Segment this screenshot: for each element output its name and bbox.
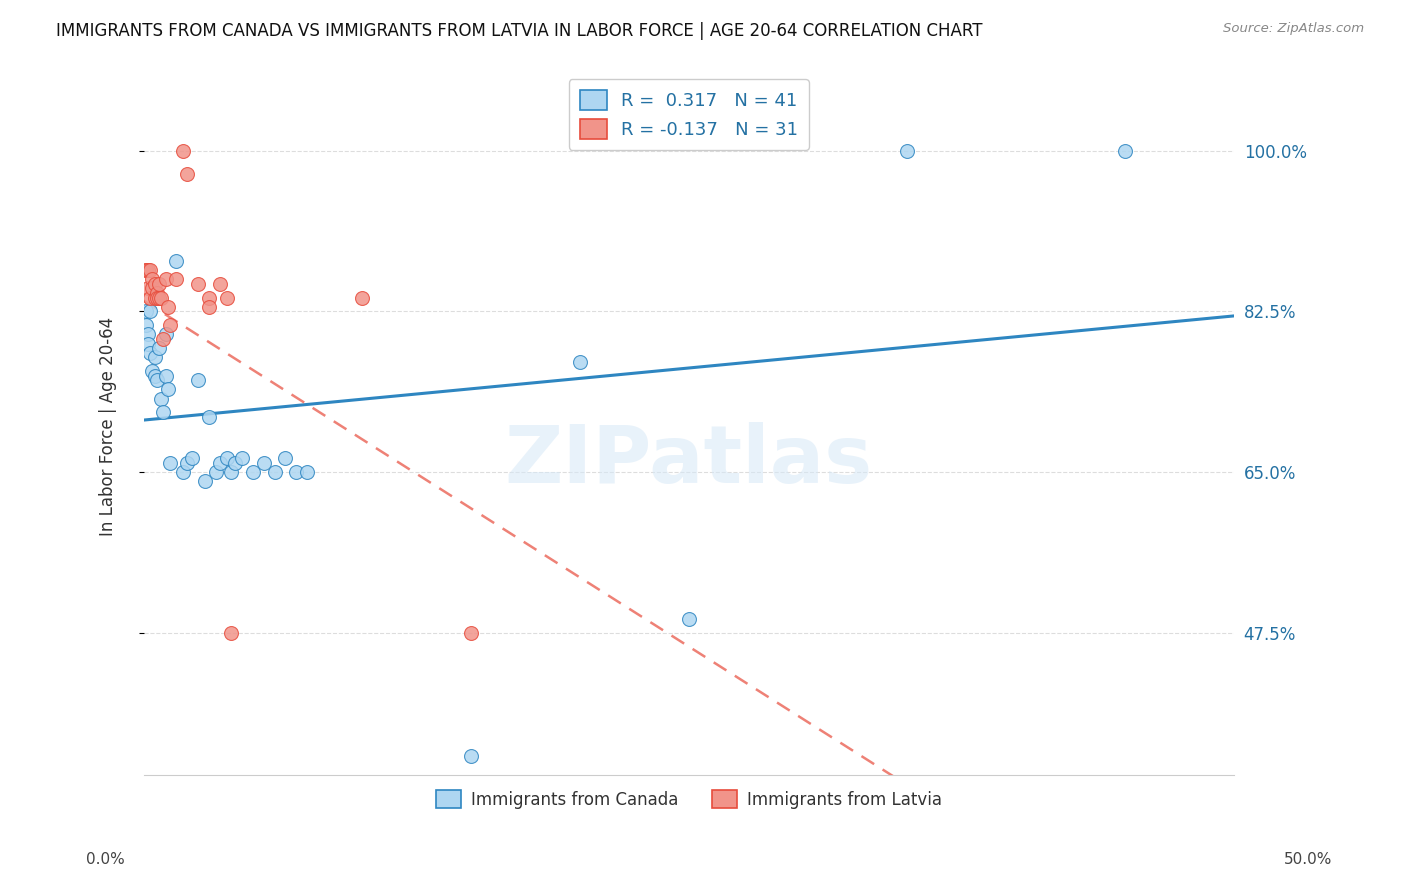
Point	[172, 465, 194, 479]
Point	[198, 300, 221, 314]
Point	[152, 405, 174, 419]
Point	[274, 451, 297, 466]
Point	[209, 277, 232, 291]
Point	[176, 456, 198, 470]
Point	[187, 277, 209, 291]
Point	[141, 281, 163, 295]
Point	[172, 144, 194, 158]
Point	[136, 263, 159, 277]
Point	[139, 304, 162, 318]
Point	[242, 465, 264, 479]
Point	[180, 451, 202, 466]
Point	[143, 368, 166, 383]
Point	[150, 392, 173, 406]
Point	[156, 300, 179, 314]
Point	[146, 286, 169, 301]
Point	[568, 355, 591, 369]
Point	[219, 465, 242, 479]
Point	[678, 612, 700, 626]
Point	[156, 383, 179, 397]
Point	[135, 263, 157, 277]
Point	[460, 749, 482, 764]
Point	[198, 409, 221, 424]
Point	[896, 144, 918, 158]
Point	[297, 465, 319, 479]
Text: ZIPatlas: ZIPatlas	[505, 422, 873, 500]
Point	[146, 291, 169, 305]
Point	[166, 254, 188, 268]
Point	[135, 318, 157, 333]
Point	[204, 465, 226, 479]
Point	[231, 451, 253, 466]
Point	[150, 291, 173, 305]
Point	[285, 465, 308, 479]
Point	[155, 327, 177, 342]
Point	[146, 373, 169, 387]
Y-axis label: In Labor Force | Age 20-64: In Labor Force | Age 20-64	[100, 317, 117, 536]
Point	[159, 318, 181, 333]
Point	[159, 456, 181, 470]
Point	[148, 291, 170, 305]
Point	[198, 291, 221, 305]
Point	[152, 332, 174, 346]
Point	[139, 291, 162, 305]
Point	[263, 465, 285, 479]
Point	[139, 345, 162, 359]
Point	[139, 263, 162, 277]
Point	[143, 291, 166, 305]
Point	[224, 456, 246, 470]
Text: 0.0%: 0.0%	[86, 852, 125, 867]
Point	[1114, 144, 1136, 158]
Point	[253, 456, 276, 470]
Text: IMMIGRANTS FROM CANADA VS IMMIGRANTS FROM LATVIA IN LABOR FORCE | AGE 20-64 CORR: IMMIGRANTS FROM CANADA VS IMMIGRANTS FRO…	[56, 22, 983, 40]
Point	[155, 272, 177, 286]
Point	[136, 327, 159, 342]
Point	[209, 456, 232, 470]
Text: 50.0%: 50.0%	[1284, 852, 1331, 867]
Point	[215, 451, 238, 466]
Point	[143, 277, 166, 291]
Point	[141, 272, 163, 286]
Point	[194, 474, 217, 488]
Point	[141, 364, 163, 378]
Point	[176, 167, 198, 181]
Point	[148, 341, 170, 355]
Point	[460, 625, 482, 640]
Point	[135, 304, 157, 318]
Point	[143, 351, 166, 365]
Point	[136, 336, 159, 351]
Legend: Immigrants from Canada, Immigrants from Latvia: Immigrants from Canada, Immigrants from …	[429, 783, 949, 815]
Point	[187, 373, 209, 387]
Point	[219, 625, 242, 640]
Point	[166, 272, 188, 286]
Point	[135, 263, 157, 277]
Point	[148, 277, 170, 291]
Point	[215, 291, 238, 305]
Point	[136, 281, 159, 295]
Text: Source: ZipAtlas.com: Source: ZipAtlas.com	[1223, 22, 1364, 36]
Point	[350, 291, 373, 305]
Point	[155, 368, 177, 383]
